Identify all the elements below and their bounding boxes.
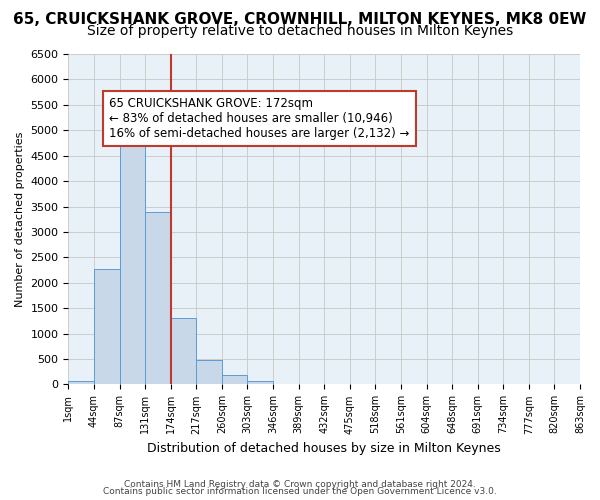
Text: 65 CRUICKSHANK GROVE: 172sqm
← 83% of detached houses are smaller (10,946)
16% o: 65 CRUICKSHANK GROVE: 172sqm ← 83% of de… bbox=[109, 97, 410, 140]
Y-axis label: Number of detached properties: Number of detached properties bbox=[15, 132, 25, 307]
X-axis label: Distribution of detached houses by size in Milton Keynes: Distribution of detached houses by size … bbox=[148, 442, 501, 455]
Text: Contains public sector information licensed under the Open Government Licence v3: Contains public sector information licen… bbox=[103, 487, 497, 496]
Bar bbox=[196, 360, 222, 384]
Text: 65, CRUICKSHANK GROVE, CROWNHILL, MILTON KEYNES, MK8 0EW: 65, CRUICKSHANK GROVE, CROWNHILL, MILTON… bbox=[13, 12, 587, 28]
Bar bbox=[222, 375, 247, 384]
Text: Size of property relative to detached houses in Milton Keynes: Size of property relative to detached ho… bbox=[87, 24, 513, 38]
Bar bbox=[145, 212, 171, 384]
Bar bbox=[94, 268, 119, 384]
Bar bbox=[171, 318, 196, 384]
Bar bbox=[119, 108, 145, 384]
Text: Contains HM Land Registry data © Crown copyright and database right 2024.: Contains HM Land Registry data © Crown c… bbox=[124, 480, 476, 489]
Bar bbox=[247, 380, 273, 384]
Bar bbox=[68, 382, 94, 384]
